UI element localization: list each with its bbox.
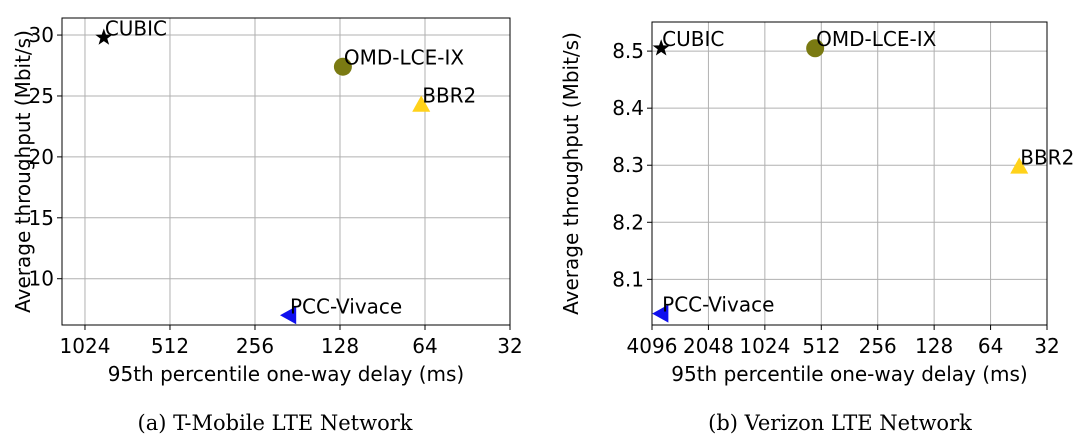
x-tick-label: 256 (859, 334, 897, 358)
x-tick-label: 512 (151, 334, 189, 358)
x-tick-label: 128 (321, 334, 359, 358)
y-axis-label: Average throughput (Mbit/s) (559, 32, 583, 315)
x-tick-label: 128 (915, 334, 953, 358)
x-tick-label: 4096 (627, 334, 678, 358)
point (806, 39, 825, 58)
y-tick-label: 10 (29, 267, 54, 291)
x-tick-label: 32 (497, 334, 522, 358)
point (95, 28, 113, 45)
caption: (b) Verizon LTE Network (708, 411, 972, 435)
y-tick-label: 8.4 (612, 96, 644, 120)
y-tick-label: 8.3 (612, 153, 644, 177)
point (412, 95, 431, 112)
point (652, 304, 669, 323)
y-tick-label: 8.1 (612, 267, 644, 291)
point-label: BBR2 (1020, 145, 1074, 169)
y-tick-label: 8.5 (612, 39, 644, 63)
chart: 1024 512 256 128 64 32 10 15 20 25 30 95th percenti… (11, 16, 523, 435)
x-tick-label: 1024 (739, 334, 790, 358)
x-tick-label: 64 (978, 334, 1003, 358)
y-tick-label: 25 (29, 84, 54, 108)
point-label: OMD-LCE-IX (344, 46, 464, 70)
point-label: CUBIC (662, 27, 724, 51)
x-tick-label: 512 (802, 334, 840, 358)
x-axis-label: 95th percentile one-way delay (ms) (108, 362, 464, 386)
point (1010, 157, 1029, 174)
point (652, 39, 670, 56)
caption: (a) T-Mobile LTE Network (138, 411, 413, 435)
point-label: OMD-LCE-IX (816, 27, 936, 51)
x-tick-label: 64 (412, 334, 437, 358)
plot-frame (651, 21, 1048, 326)
y-axis-label: Average throughput (Mbit/s) (11, 30, 35, 313)
point-label: CUBIC (105, 16, 167, 40)
x-axis-label: 95th percentile one-way delay (ms) (671, 362, 1027, 386)
point-label: PCC-Vivace (290, 294, 402, 318)
y-tick-label: 20 (29, 145, 54, 169)
x-tick-label: 2048 (683, 334, 734, 358)
x-tick-label: 32 (1034, 334, 1059, 358)
y-tick-label: 15 (29, 206, 54, 230)
point (279, 306, 297, 325)
y-tick-label: 8.2 (612, 210, 644, 234)
x-tick-label: 256 (236, 334, 274, 358)
point-label: BBR2 (422, 83, 476, 107)
x-tick-label: 1024 (60, 334, 111, 358)
plot-frame (61, 17, 511, 326)
y-tick-label: 30 (29, 23, 54, 47)
chart: 4096 2048 1024 512 256 128 64 32 8.1 8.2 8.3 8.4 8.5… (559, 21, 1074, 435)
point (333, 57, 352, 76)
point-label: PCC-Vivace (662, 293, 774, 317)
